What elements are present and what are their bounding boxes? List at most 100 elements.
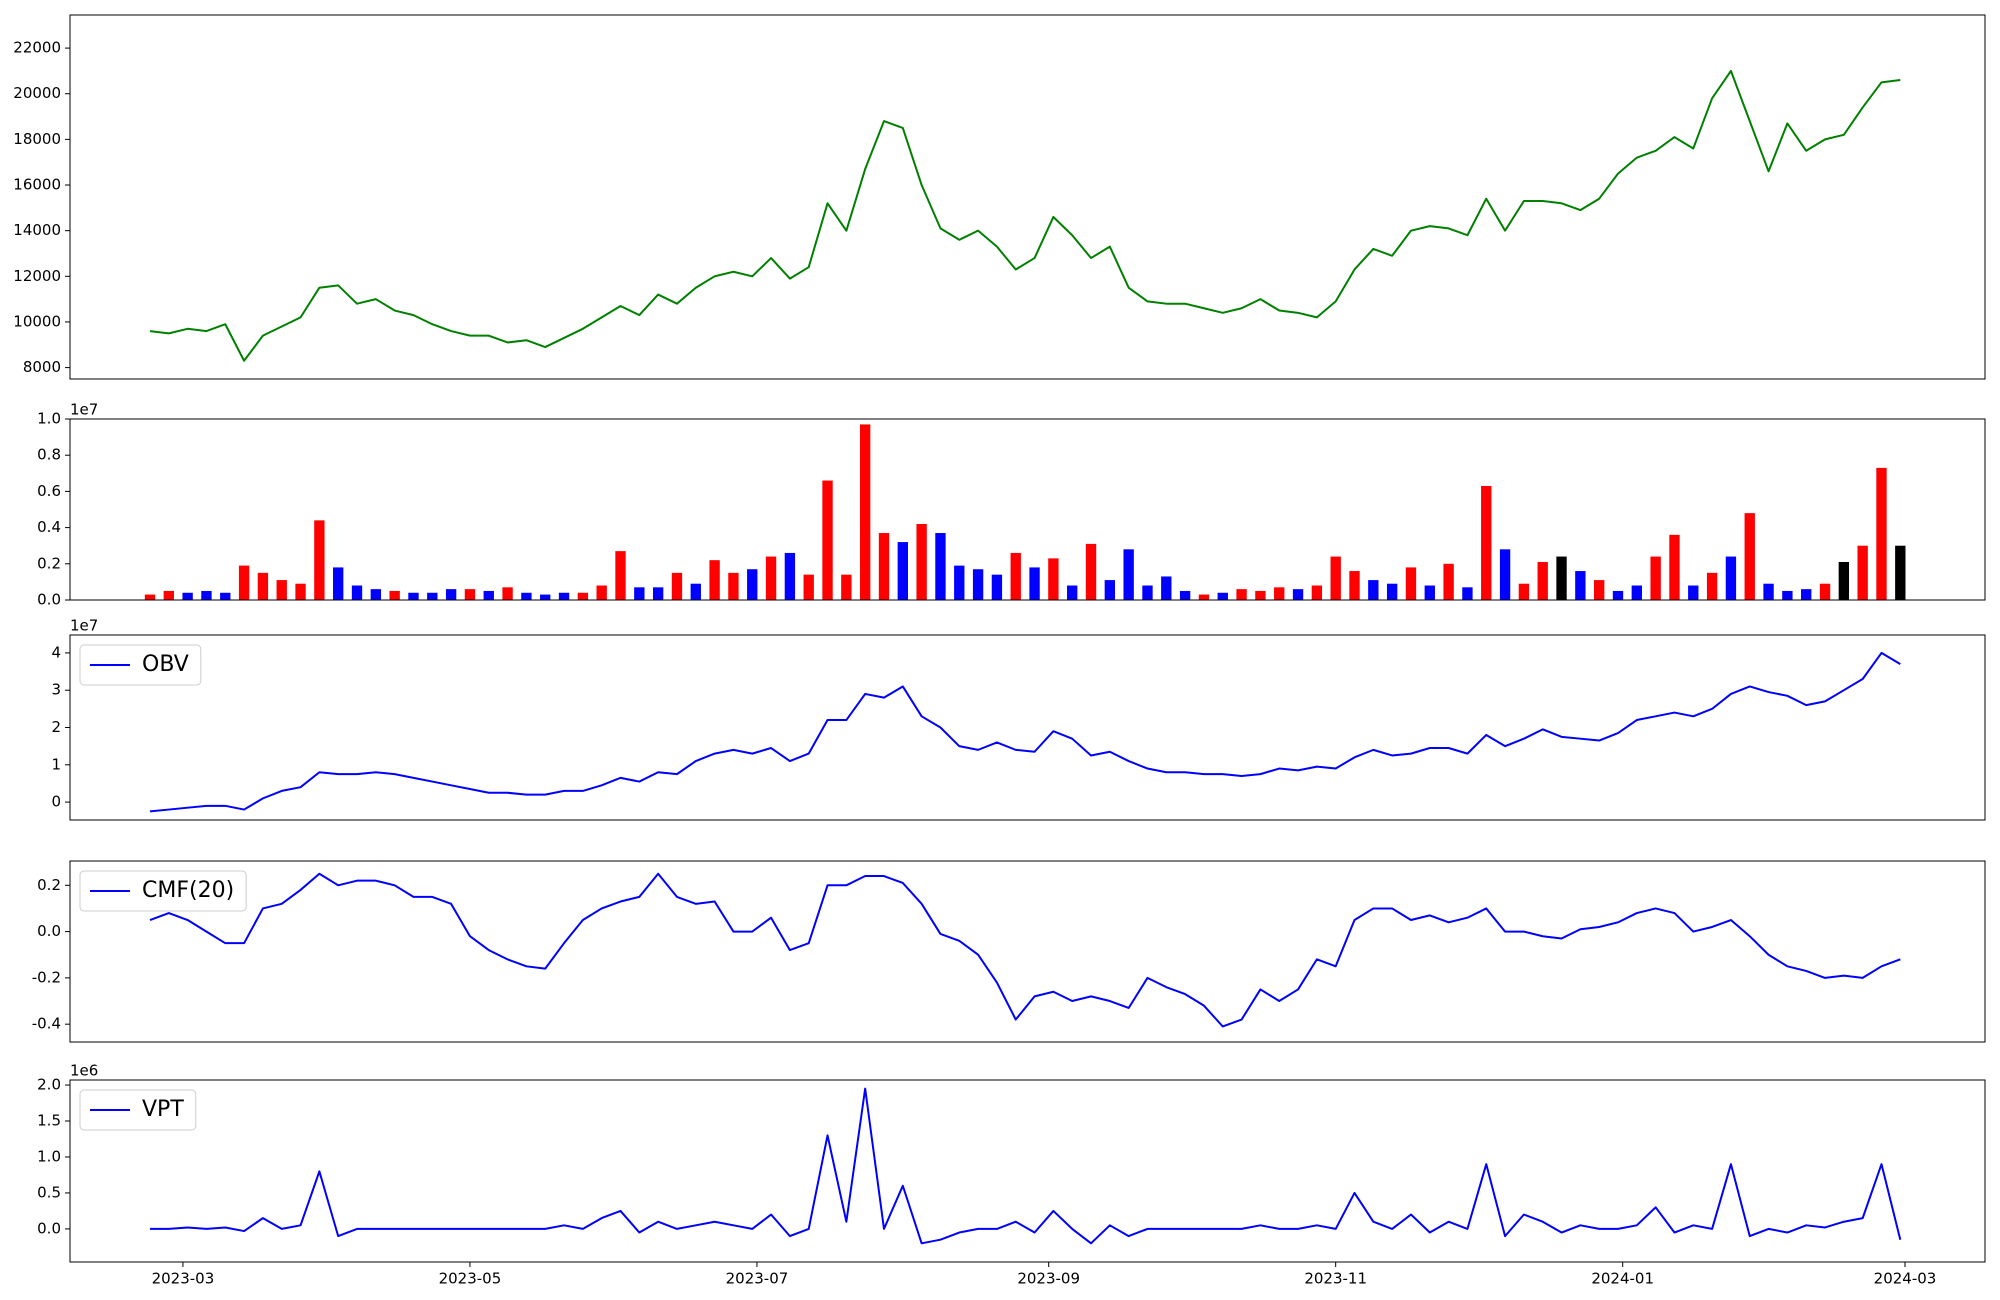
volume-bar <box>747 569 758 600</box>
x-tick-label: 2023-11 <box>1304 1270 1367 1288</box>
y-tick-label: 1.5 <box>37 1112 61 1130</box>
volume-bar <box>577 592 589 600</box>
volume-bar <box>427 592 438 600</box>
volume-bar <box>182 592 193 600</box>
volume-bar <box>521 592 532 600</box>
volume-bar <box>972 569 984 600</box>
volume-bar <box>408 592 419 600</box>
volume-bar <box>220 592 231 600</box>
axes-frame <box>69 418 1986 601</box>
volume-bar <box>1029 567 1040 600</box>
y-tick-label: 3 <box>51 681 61 699</box>
y-tick-label: 20000 <box>13 84 61 102</box>
volume-bar <box>897 542 908 600</box>
volume-bar <box>954 565 965 600</box>
volume-bar <box>1311 585 1323 600</box>
volume-bar <box>1556 556 1567 600</box>
volume-bar <box>935 533 946 600</box>
volume-bar <box>1763 583 1774 600</box>
volume-bar <box>878 533 890 600</box>
volume-bar <box>1631 585 1642 600</box>
volume-bar <box>464 589 476 600</box>
volume-bar <box>1650 556 1661 600</box>
series-line <box>149 872 1901 1028</box>
volume-bar <box>1217 592 1228 600</box>
volume-bar <box>1481 485 1492 600</box>
y-tick-label: 18000 <box>13 130 61 148</box>
volume-bar <box>1292 589 1304 600</box>
axes-frame <box>69 634 1986 821</box>
y-tick-label: 14000 <box>13 221 61 239</box>
volume-bar <box>389 590 400 600</box>
volume-bar <box>1669 534 1680 600</box>
volume-bar <box>784 552 796 600</box>
volume-bar <box>1537 561 1548 600</box>
legend-box <box>79 1089 197 1131</box>
x-tick-label: 2023-07 <box>726 1270 789 1288</box>
y-tick-label: -0.4 <box>32 1015 61 1033</box>
y-tick-label: 22000 <box>13 39 61 57</box>
volume-bar <box>295 583 306 600</box>
volume-bar <box>1236 589 1247 600</box>
volume-bar <box>1368 580 1379 600</box>
panel: -0.4 -0.2 0.0 0.2 CMF(20) <box>32 860 1986 1043</box>
legend-text: VPT <box>142 1097 184 1122</box>
volume-bar <box>709 560 720 600</box>
volume-bar <box>163 590 174 600</box>
panel: 1e6 0.0 0.5 1.0 1.5 2.0 2023-03 2023-05 2023-07 2… <box>37 1062 1986 1288</box>
volume-bar <box>1142 585 1153 600</box>
volume-bar <box>690 583 701 600</box>
axes-frame <box>69 14 1986 380</box>
panel: 1e7 0 1 2 3 4 OBV <box>51 617 1986 821</box>
y-tick-label: 0.2 <box>37 876 61 894</box>
volume-bar <box>1876 467 1887 600</box>
x-tick-label: 2023-09 <box>1017 1270 1080 1288</box>
volume-bar <box>1612 590 1624 600</box>
y-tick-label: 0.0 <box>37 591 61 609</box>
y-tick-label: 2 <box>51 718 61 736</box>
series-line <box>149 69 1901 362</box>
volume-bar <box>144 594 156 600</box>
y-tick-label: -0.2 <box>32 968 61 986</box>
x-tick-label: 2024-03 <box>1874 1270 1937 1288</box>
volume-bar <box>634 587 645 600</box>
offset-label: 1e7 <box>70 401 98 419</box>
y-tick-label: 10000 <box>13 312 61 330</box>
volume-bar <box>671 572 683 600</box>
volume-bar <box>991 574 1003 600</box>
volume-bar <box>803 574 814 600</box>
y-tick-label: 12000 <box>13 267 61 285</box>
volume-bar <box>1688 585 1699 600</box>
volume-bar <box>1725 556 1737 600</box>
volume-bar <box>1857 545 1868 600</box>
volume-bar <box>1104 580 1116 600</box>
volume-bar <box>257 572 269 600</box>
volume-bar <box>728 572 739 600</box>
y-tick-label: 1.0 <box>37 1147 61 1165</box>
volume-bar <box>652 587 664 600</box>
volume-bar <box>1895 545 1906 600</box>
panel: 8000 10000 12000 14000 16000 18000 20000 22000 <box>13 14 1986 380</box>
y-tick-label: 0.6 <box>37 482 61 500</box>
volume-bar <box>841 574 852 600</box>
y-tick-label: 2.0 <box>37 1076 61 1094</box>
volume-bar <box>1255 590 1266 600</box>
volume-bar <box>1706 572 1718 600</box>
y-tick-label: 16000 <box>13 176 61 194</box>
volume-bar <box>1386 583 1398 600</box>
y-tick-label: 0.0 <box>37 1219 61 1237</box>
volume-bar <box>765 556 777 600</box>
volume-bar <box>314 520 325 600</box>
volume-bar <box>370 589 382 600</box>
volume-bar <box>1067 585 1078 600</box>
y-tick-label: 0.4 <box>37 518 61 536</box>
volume-bar <box>859 424 871 600</box>
volume-bar <box>1744 513 1755 600</box>
volume-bar <box>1782 590 1793 600</box>
axes-frame <box>69 860 1986 1043</box>
volume-bar <box>1330 556 1341 600</box>
volume-bar <box>1198 594 1210 600</box>
y-tick-label: 0.5 <box>37 1183 61 1201</box>
